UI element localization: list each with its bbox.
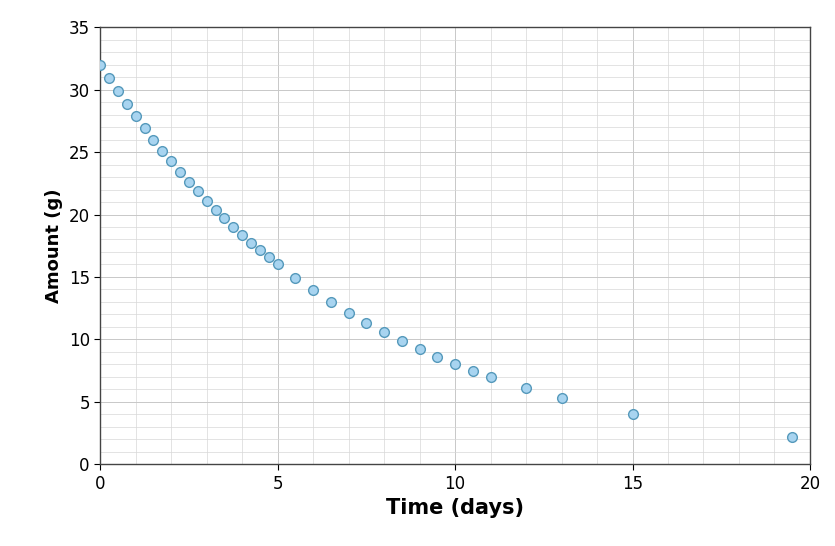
Point: [431, 353, 444, 361]
Point: [377, 328, 391, 337]
Point: [129, 112, 142, 121]
Y-axis label: Amount (g): Amount (g): [45, 188, 63, 303]
Point: [395, 337, 408, 346]
Point: [626, 410, 640, 419]
X-axis label: Time (days): Time (days): [386, 498, 524, 518]
Point: [111, 87, 124, 96]
Point: [466, 366, 479, 375]
Point: [155, 146, 169, 155]
Point: [103, 74, 116, 82]
Point: [174, 168, 187, 176]
Point: [191, 187, 205, 195]
Point: [262, 253, 276, 262]
Point: [245, 238, 258, 247]
Point: [218, 214, 231, 223]
Point: [448, 360, 462, 369]
Point: [138, 124, 151, 133]
Point: [324, 298, 337, 306]
Point: [342, 308, 355, 317]
Point: [182, 177, 195, 186]
Point: [306, 286, 320, 295]
Point: [226, 222, 240, 231]
Point: [120, 100, 134, 109]
Point: [200, 196, 214, 205]
Point: [554, 394, 568, 402]
Point: [786, 433, 799, 442]
Point: [253, 246, 266, 254]
Point: [147, 135, 160, 144]
Point: [235, 230, 249, 239]
Point: [289, 274, 302, 282]
Point: [271, 260, 284, 269]
Point: [519, 384, 533, 393]
Point: [483, 373, 497, 382]
Point: [360, 318, 373, 327]
Point: [209, 205, 222, 214]
Point: [164, 157, 178, 166]
Point: [412, 345, 426, 354]
Point: [94, 61, 107, 69]
